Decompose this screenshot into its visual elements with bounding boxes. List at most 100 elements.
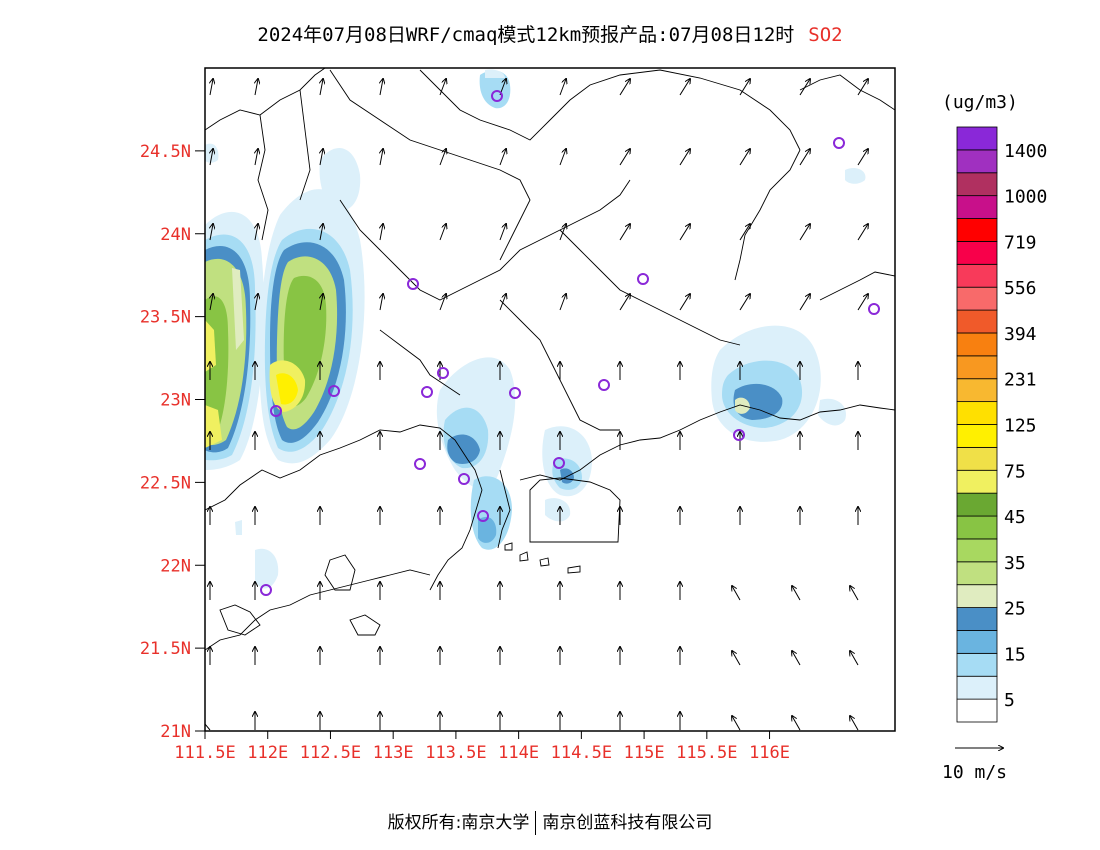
colorbar-label: 25: [1004, 599, 1026, 620]
lat-label: 21N: [160, 722, 191, 742]
colorbar-segment: [956, 698, 998, 723]
colorbar-segment: [956, 355, 998, 380]
colorbar-segment: [956, 401, 998, 425]
wind-arrow: [799, 224, 810, 241]
boundaries: [205, 68, 895, 651]
pollutant-label: SO2: [808, 24, 843, 46]
lat-label: 22.5N: [140, 473, 191, 493]
wind-vectors: [205, 79, 868, 731]
colorbar-segment: [956, 584, 998, 608]
wind-arrow: [380, 79, 383, 96]
colorbar-segment: [956, 424, 998, 448]
colorbar-segment: [956, 538, 998, 563]
colorbar-label: 35: [1004, 553, 1026, 574]
lon-label: 113.5E: [425, 743, 486, 763]
wind-arrow: [792, 586, 801, 601]
wind-arrow: [380, 149, 383, 166]
site-marker: [868, 303, 880, 315]
wind-arrow: [732, 716, 741, 731]
wind-arrow: [857, 294, 868, 311]
site-marker: [437, 367, 449, 379]
wind-arrow: [857, 79, 868, 96]
colorbar-segment: [956, 286, 998, 311]
wind-arrow: [380, 224, 383, 241]
wind-arrow: [619, 149, 630, 166]
site-marker: [833, 137, 845, 149]
wind-arrow: [210, 149, 213, 166]
site-marker: [553, 457, 565, 469]
lon-label: 113E: [373, 743, 414, 763]
lon-label: 116E: [749, 743, 790, 763]
wind-arrow: [799, 79, 810, 96]
lat-label: 24N: [160, 225, 191, 245]
footer-left: 版权所有:南京大学: [387, 813, 530, 833]
wind-arrow: [439, 149, 446, 166]
wind-arrow: [380, 294, 383, 311]
lat-label: 23.5N: [140, 308, 191, 328]
wind-arrow: [499, 149, 506, 166]
wind-arrow: [210, 224, 213, 241]
lon-label: 114E: [498, 743, 539, 763]
colorbar-segment: [956, 332, 998, 357]
colorbar-segment: [956, 263, 998, 288]
latitude-axis: 24.5N 24N 23.5N 23N 22.5N 22N 21.5N 21N: [140, 142, 205, 742]
wind-arrow: [799, 294, 810, 311]
lat-label: 22N: [160, 556, 191, 576]
wind-arrow: [320, 294, 323, 311]
wind-arrow: [499, 224, 506, 241]
wind-arrow: [850, 651, 859, 666]
wind-arrow: [205, 718, 211, 731]
wind-arrow: [559, 294, 566, 311]
wind-arrow: [439, 224, 446, 241]
wind-arrow: [320, 79, 323, 96]
wind-arrow: [320, 224, 323, 241]
monitoring-sites: [260, 90, 880, 596]
colorbar-labels: 5 15 25 35 45 75 125 231 394 556 719 1000 1400: [1004, 141, 1047, 711]
footer-separator: [535, 811, 537, 835]
wind-arrow: [619, 79, 630, 96]
colorbar-segment: [956, 309, 998, 334]
colorbar-label: 45: [1004, 507, 1026, 528]
colorbar-segment: [956, 515, 998, 540]
site-marker: [491, 90, 503, 102]
wind-arrow: [619, 224, 630, 241]
colorbar-label: 1400: [1004, 141, 1047, 162]
wind-arrow: [559, 224, 566, 241]
site-marker: [414, 458, 426, 470]
wind-arrow: [739, 79, 750, 96]
wind-arrow: [739, 294, 750, 311]
colorbar-segment: [956, 561, 998, 586]
site-marker: [477, 510, 489, 522]
wind-arrow: [439, 294, 446, 311]
colorbar-segment: [956, 195, 998, 219]
wind-reference-label: 10 m/s: [942, 762, 1007, 783]
concentration-field: [205, 69, 866, 589]
colorbar-segment: [956, 378, 998, 403]
site-marker: [733, 429, 745, 441]
colorbar-segment: [956, 126, 998, 151]
lat-label: 21.5N: [140, 639, 191, 659]
colorbar-segment: [956, 446, 998, 471]
wind-arrow: [850, 716, 859, 731]
wind-arrow: [210, 79, 213, 96]
site-marker: [407, 278, 419, 290]
longitude-axis: 111.5E 112E 112.5E 113E 113.5E 114E 114.5E 115E…: [174, 731, 790, 763]
wind-arrow: [739, 149, 750, 166]
lon-label: 112E: [247, 743, 288, 763]
chart-title: 2024年07月08日WRF/cmaq模式12km预报产品:07月08日12时 S…: [0, 20, 1100, 47]
lon-label: 111.5E: [174, 743, 235, 763]
colorbar-label: 5: [1004, 690, 1015, 711]
wind-arrow: [255, 224, 258, 241]
wind-arrow: [679, 294, 690, 311]
lat-label: 24.5N: [140, 142, 191, 162]
colorbar-label: 125: [1004, 416, 1037, 437]
site-marker: [598, 379, 610, 391]
site-marker: [509, 387, 521, 399]
wind-arrow: [732, 651, 741, 666]
wind-arrow: [732, 586, 741, 601]
lon-label: 112.5E: [300, 743, 361, 763]
wind-arrow: [320, 149, 323, 166]
colorbar-segment: [956, 172, 998, 197]
wind-arrow: [559, 79, 566, 96]
